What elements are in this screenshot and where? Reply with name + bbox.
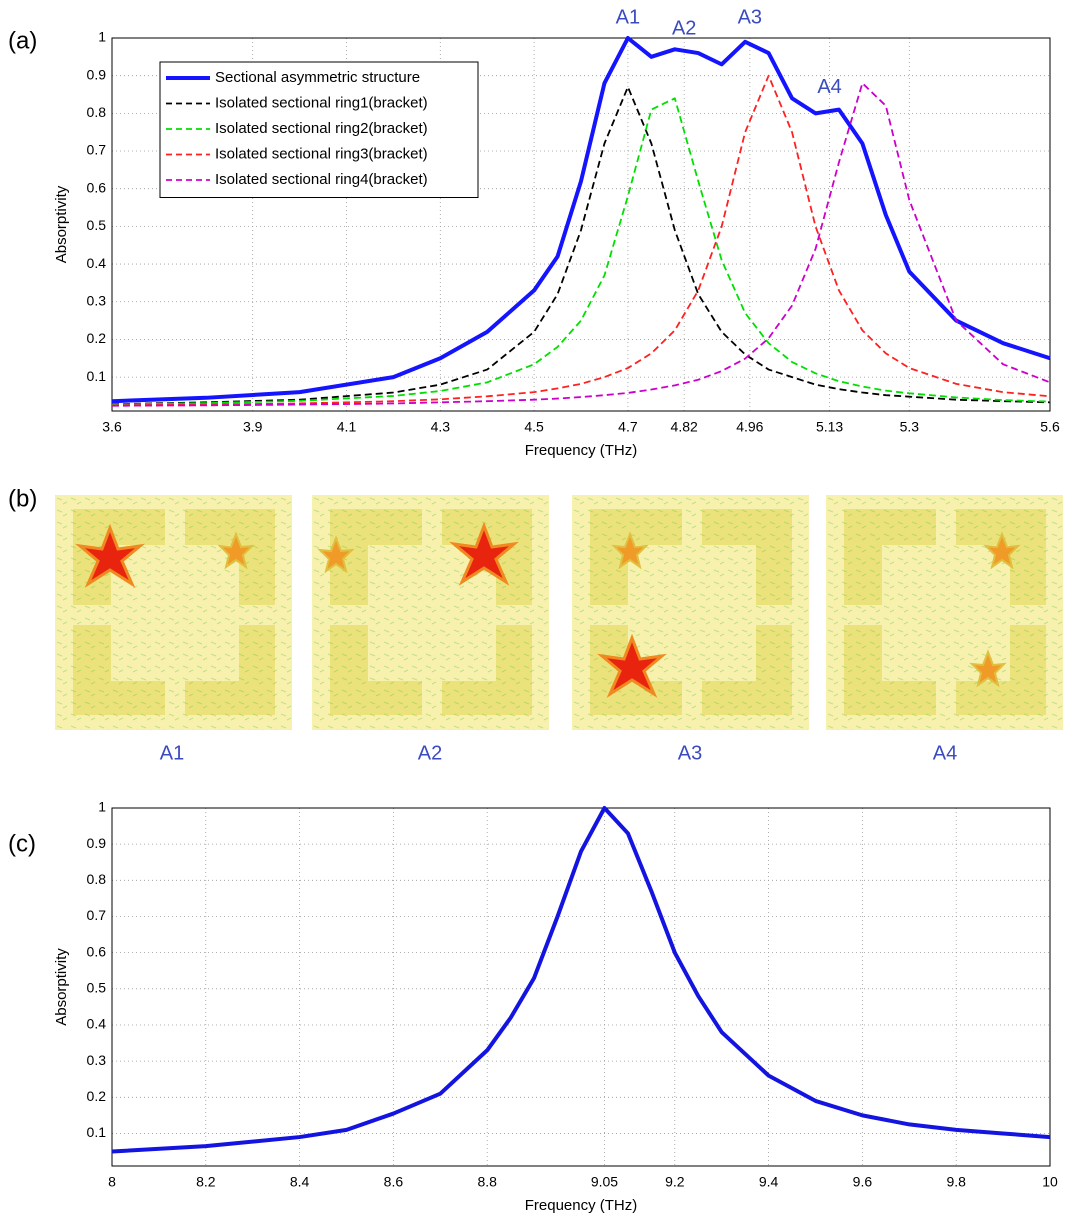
y-axis-label: Absorptivity [53,948,70,1026]
annotation: A4 [817,76,841,98]
y-tick-label: 0.6 [87,943,107,959]
x-tick-label: 4.5 [524,419,544,435]
series-line [111,74,1051,407]
x-tick-label: 4.1 [337,419,357,435]
plot-frame [111,37,1051,412]
legend-label: Isolated sectional ring2(bracket) [215,120,428,137]
annotation: A2 [672,18,696,40]
x-tick-label: 8.4 [290,1174,310,1190]
plot-frame [111,807,1051,1167]
series-line [111,97,1051,406]
field-label: A2 [418,742,442,764]
x-tick-label: 4.3 [431,419,451,435]
y-tick-label: 0.7 [87,907,107,923]
x-tick-label: 8.8 [477,1174,497,1190]
panel-label: (b) [8,485,37,512]
x-tick-label: 9.8 [946,1174,966,1190]
y-tick-label: 1 [98,799,106,815]
field-label: A3 [678,742,702,764]
panel-label: (c) [8,830,36,857]
y-tick-label: 0.9 [87,66,107,82]
x-tick-label: 5.3 [900,419,920,435]
x-tick-label: 8 [108,1174,116,1190]
y-tick-label: 0.5 [87,980,107,996]
y-tick-label: 0.1 [87,1124,107,1140]
y-tick-label: 0.3 [87,292,107,308]
y-tick-label: 0.6 [87,179,107,195]
x-axis-label: Frequency (THz) [525,442,638,459]
y-tick-label: 0.2 [87,330,107,346]
x-tick-label: 4.82 [671,419,698,435]
annotation: A1 [616,6,640,28]
y-tick-label: 0.8 [87,871,107,887]
legend-label: Isolated sectional ring1(bracket) [215,94,428,111]
x-tick-label: 3.9 [243,419,263,435]
x-tick-label: 9.05 [591,1174,618,1190]
field-label: A4 [933,742,957,764]
x-tick-label: 3.6 [102,419,122,435]
y-tick-label: 0.8 [87,104,107,120]
x-tick-label: 4.96 [736,419,763,435]
x-tick-label: 5.13 [816,419,843,435]
x-tick-label: 8.2 [196,1174,216,1190]
x-tick-label: 10 [1042,1174,1058,1190]
y-axis-label: Absorptivity [53,185,70,263]
y-tick-label: 1 [98,29,106,45]
series-line [111,36,1051,404]
legend-box [159,61,479,198]
x-tick-label: 9.6 [853,1174,873,1190]
y-tick-label: 0.9 [87,835,107,851]
y-tick-label: 0.3 [87,1052,107,1068]
x-axis-label: Frequency (THz) [525,1197,638,1214]
x-tick-label: 9.4 [759,1174,779,1190]
annotation: A3 [738,6,762,28]
x-tick-label: 5.6 [1040,419,1060,435]
y-tick-label: 0.7 [87,142,107,158]
series-line [111,806,1051,1154]
x-tick-label: 8.6 [384,1174,404,1190]
y-tick-label: 0.5 [87,217,107,233]
field-label: A1 [160,742,184,764]
legend: Sectional asymmetric structure Isolated s… [159,61,479,198]
panel-label: (a) [8,27,37,54]
y-tick-label: 0.4 [87,255,107,271]
y-tick-label: 0.4 [87,1016,107,1032]
y-tick-label: 0.1 [87,368,107,384]
series-line [111,82,1051,407]
legend-label: Sectional asymmetric structure [215,69,420,86]
x-tick-label: 9.2 [665,1174,685,1190]
legend-label: Isolated sectional ring3(bracket) [215,145,428,162]
y-tick-label: 0.2 [87,1088,107,1104]
x-tick-label: 4.7 [618,419,638,435]
legend-label: Isolated sectional ring4(bracket) [215,171,428,188]
